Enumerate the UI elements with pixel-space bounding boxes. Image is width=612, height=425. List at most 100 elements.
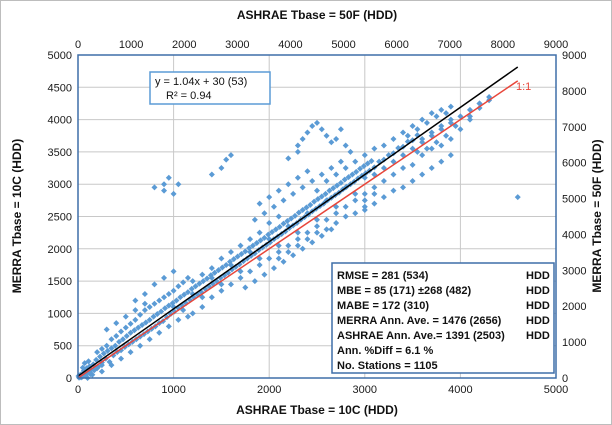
data-point xyxy=(318,193,325,200)
data-point xyxy=(256,229,263,236)
data-point xyxy=(184,313,191,320)
data-point xyxy=(131,327,138,334)
data-point xyxy=(284,218,291,225)
data-point xyxy=(261,210,268,217)
data-point xyxy=(419,116,426,123)
data-point xyxy=(242,284,249,291)
data-point xyxy=(175,316,182,323)
data-point xyxy=(318,171,325,178)
data-point xyxy=(142,319,149,326)
y-axis-title: MERRA Tbase = 10C (HDD) xyxy=(10,139,24,294)
data-point xyxy=(337,158,344,165)
data-point xyxy=(314,187,320,194)
data-point xyxy=(98,345,105,352)
data-point xyxy=(218,255,225,262)
data-point xyxy=(438,158,445,165)
x-tick-label: 4000 xyxy=(448,384,472,396)
data-point xyxy=(137,311,144,318)
data-point xyxy=(184,289,191,296)
y2-tick-label: 3000 xyxy=(562,265,586,277)
data-point xyxy=(294,174,301,181)
data-point xyxy=(275,249,282,256)
data-point xyxy=(204,275,211,282)
data-point xyxy=(337,126,344,133)
data-point xyxy=(299,135,306,142)
data-point xyxy=(230,256,237,263)
data-point xyxy=(294,148,301,155)
one-to-one-line xyxy=(77,80,519,379)
data-point xyxy=(156,297,163,304)
data-point xyxy=(256,255,263,262)
data-point xyxy=(266,194,273,201)
data-point xyxy=(161,187,168,194)
data-point xyxy=(177,294,184,301)
data-point xyxy=(151,300,158,307)
data-point xyxy=(390,171,397,178)
data-point xyxy=(380,177,387,184)
data-point xyxy=(326,187,333,194)
data-point xyxy=(280,220,287,227)
data-point xyxy=(318,126,325,133)
data-point xyxy=(309,239,316,246)
data-point xyxy=(438,123,445,130)
data-point xyxy=(127,329,134,336)
data-point xyxy=(223,261,230,268)
data-point xyxy=(161,274,168,281)
data-point xyxy=(165,302,172,309)
data-point xyxy=(227,152,234,159)
data-point xyxy=(173,297,180,304)
data-point xyxy=(438,106,445,113)
data-point xyxy=(333,135,340,142)
data-point xyxy=(100,350,107,357)
data-point xyxy=(275,213,282,220)
data-point xyxy=(141,291,148,298)
data-point xyxy=(380,194,387,201)
data-point xyxy=(227,281,234,288)
data-point xyxy=(165,323,172,330)
y-tick-label: 1000 xyxy=(48,308,72,320)
data-point xyxy=(307,201,314,208)
stats-box-frame xyxy=(331,262,555,374)
data-point xyxy=(341,176,348,183)
data-point xyxy=(371,190,378,197)
data-point xyxy=(253,239,260,246)
data-point xyxy=(466,116,473,123)
data-point xyxy=(330,185,337,192)
stat-label: ASHRAE Ann. Ave.= 1391 (2503) xyxy=(337,330,505,342)
data-point xyxy=(457,126,464,133)
data-point xyxy=(219,264,226,271)
y-tick-label: 3000 xyxy=(48,179,72,191)
y-tick-label: 5000 xyxy=(48,50,72,62)
data-point xyxy=(208,274,215,281)
data-point xyxy=(333,219,340,226)
data-point xyxy=(280,197,287,204)
data-point xyxy=(98,368,105,375)
data-point xyxy=(180,279,187,286)
x-tick-label: 3000 xyxy=(353,384,377,396)
x-axis-title: ASHRAE Tbase = 10C (HDD) xyxy=(236,403,398,417)
stat-unit: HDD xyxy=(526,300,550,312)
data-point xyxy=(119,336,126,343)
data-point xyxy=(447,135,454,142)
data-point xyxy=(371,145,378,152)
data-point xyxy=(108,345,115,352)
data-point xyxy=(428,110,435,117)
data-point xyxy=(371,184,378,191)
data-point xyxy=(342,142,349,149)
data-point xyxy=(154,311,161,318)
data-point xyxy=(170,287,177,294)
data-point xyxy=(295,209,302,216)
data-point xyxy=(290,252,297,259)
data-point xyxy=(361,207,368,214)
data-point xyxy=(85,358,92,365)
data-point xyxy=(123,333,130,340)
data-point xyxy=(447,152,454,159)
data-point xyxy=(189,291,196,298)
stat-unit: HDD xyxy=(526,270,550,282)
data-point xyxy=(103,326,110,333)
y-tick-label: 4000 xyxy=(48,115,72,127)
x2-tick-label: 0 xyxy=(75,39,81,51)
data-point xyxy=(428,129,435,136)
data-point xyxy=(257,237,264,244)
data-point xyxy=(103,342,110,349)
